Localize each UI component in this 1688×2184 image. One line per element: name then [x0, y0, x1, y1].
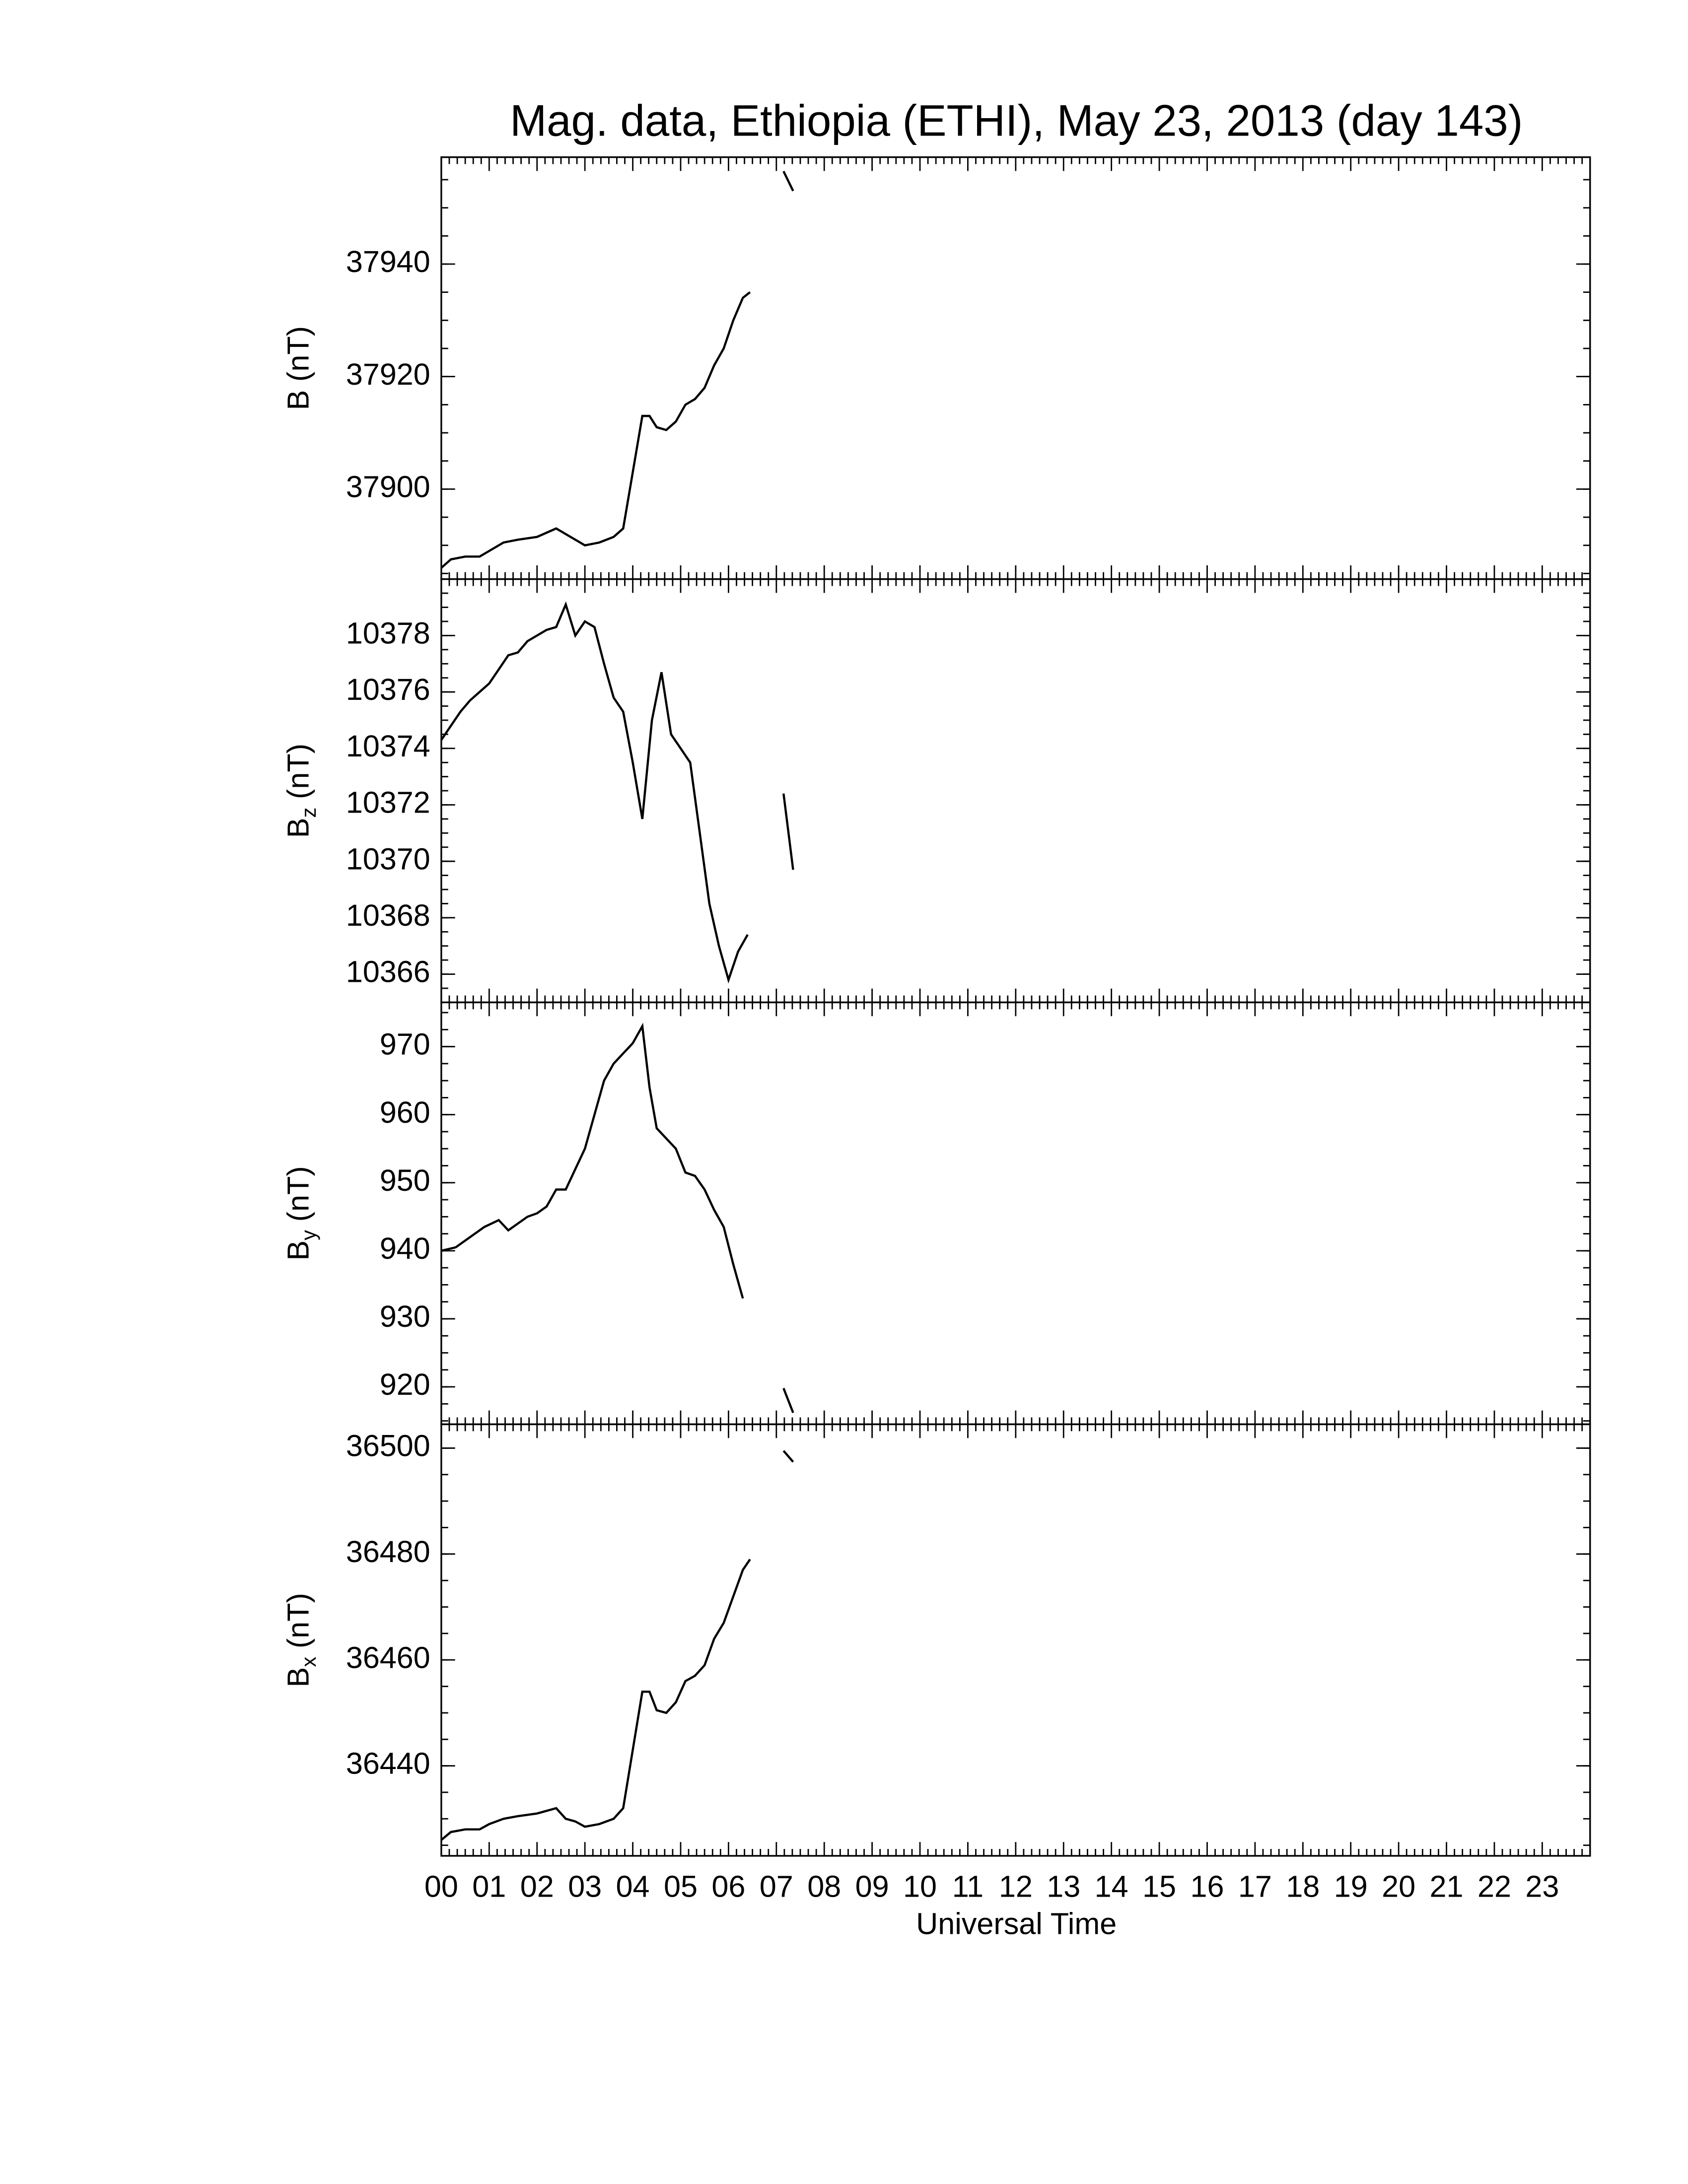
x-tick-label: 07: [760, 1870, 793, 1904]
panel-frame: [440, 578, 1591, 1004]
y-label-symbol: B: [281, 1667, 315, 1688]
y-axis-label: B (nT): [281, 326, 315, 410]
y-tick-label: 10374: [346, 729, 430, 763]
x-tick-label: 08: [807, 1870, 841, 1904]
x-tick-label: 19: [1334, 1870, 1368, 1904]
x-tick-label: 18: [1286, 1870, 1320, 1904]
panel-frame: [440, 156, 1591, 580]
y-label-unit: (nT): [281, 1593, 315, 1648]
x-tick-label: 11: [952, 1870, 984, 1904]
x-tick-label: 23: [1525, 1870, 1559, 1904]
x-tick-label: 14: [1095, 1870, 1128, 1904]
x-tick-label: 04: [616, 1870, 650, 1904]
x-tick-label: 00: [424, 1870, 458, 1904]
panel-frame: [440, 1423, 1591, 1857]
x-tick-label: 20: [1382, 1870, 1415, 1904]
x-tick-label: 06: [711, 1870, 745, 1904]
y-tick-label: 930: [380, 1299, 430, 1333]
y-tick-label: 37920: [346, 357, 430, 391]
y-tick-label: 10372: [346, 786, 430, 819]
x-tick-label: 05: [664, 1870, 698, 1904]
y-tick-label: 10370: [346, 842, 430, 876]
y-tick-label: 940: [380, 1231, 430, 1265]
y-tick-label: 960: [380, 1095, 430, 1129]
y-label-unit: (nT): [281, 326, 315, 382]
data-line: [440, 171, 794, 569]
y-tick-label: 10368: [346, 898, 430, 932]
y-label-subscript: y: [297, 1230, 320, 1240]
y-tick-label: 920: [380, 1367, 430, 1401]
y-label-symbol: B: [281, 818, 315, 838]
x-tick-label: 21: [1430, 1870, 1464, 1904]
y-tick-label: 970: [380, 1027, 430, 1061]
x-tick-label: 12: [999, 1870, 1033, 1904]
y-label-subscript: x: [297, 1657, 320, 1667]
x-tick-label: 03: [568, 1870, 602, 1904]
y-label-symbol: B: [281, 390, 315, 410]
x-tick-label: 09: [855, 1870, 889, 1904]
y-tick-label: 10378: [346, 616, 430, 650]
x-tick-label: 13: [1047, 1870, 1080, 1904]
y-label-subscript: z: [297, 808, 320, 818]
y-label-unit: (nT): [281, 1166, 315, 1222]
x-tick-label: 16: [1190, 1870, 1224, 1904]
y-label-unit: (nT): [281, 744, 315, 799]
y-tick-label: 10366: [346, 955, 430, 989]
x-tick-label: 10: [903, 1870, 937, 1904]
chart-title: Mag. data, Ethiopia (ETHI), May 23, 2013…: [510, 96, 1523, 145]
y-tick-label: 10376: [346, 673, 430, 706]
x-tick-label: 02: [520, 1870, 554, 1904]
y-tick-label: 36440: [346, 1747, 430, 1780]
y-tick-label: 950: [380, 1163, 430, 1197]
x-axis-label: Universal Time: [916, 1907, 1117, 1941]
x-tick-label: 01: [472, 1870, 506, 1904]
y-tick-label: 36500: [346, 1429, 430, 1463]
y-axis-label: Bx (nT): [281, 1593, 320, 1687]
y-label-symbol: B: [281, 1240, 315, 1261]
x-tick-label: 15: [1142, 1870, 1176, 1904]
x-tick-label: 17: [1238, 1870, 1272, 1904]
y-tick-label: 37940: [346, 245, 430, 278]
y-tick-label: 36480: [346, 1535, 430, 1569]
y-axis-label: Bz (nT): [281, 744, 320, 838]
y-tick-label: 37900: [346, 470, 430, 503]
y-tick-label: 36460: [346, 1640, 430, 1674]
data-line: [440, 1450, 794, 1841]
y-axis-label: By (nT): [281, 1166, 320, 1260]
data-line: [440, 601, 794, 984]
data-line: [441, 1023, 794, 1413]
x-tick-label: 22: [1477, 1870, 1511, 1904]
